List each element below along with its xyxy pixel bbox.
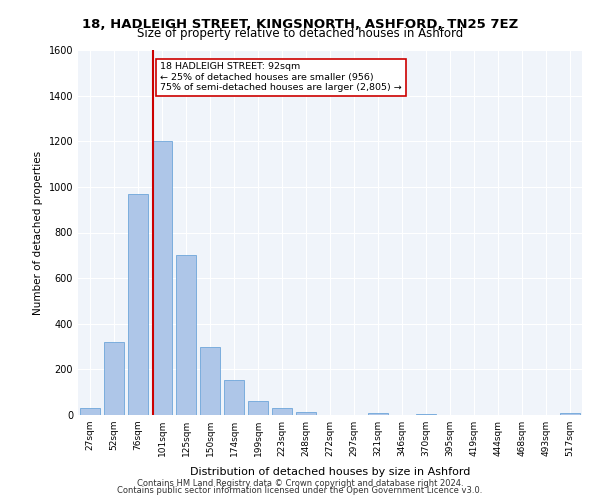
Text: Contains public sector information licensed under the Open Government Licence v3: Contains public sector information licen… [118, 486, 482, 495]
Bar [200, 346, 220, 415]
X-axis label: Distribution of detached houses by size in Ashford: Distribution of detached houses by size … [190, 468, 470, 477]
Bar [416, 414, 436, 415]
Bar [368, 412, 388, 415]
Text: Contains HM Land Registry data © Crown copyright and database right 2024.: Contains HM Land Registry data © Crown c… [137, 478, 463, 488]
Text: Size of property relative to detached houses in Ashford: Size of property relative to detached ho… [137, 28, 463, 40]
Text: 18 HADLEIGH STREET: 92sqm
← 25% of detached houses are smaller (956)
75% of semi: 18 HADLEIGH STREET: 92sqm ← 25% of detac… [160, 62, 402, 92]
Bar [152, 141, 172, 415]
Bar [128, 194, 148, 415]
Bar [296, 412, 316, 415]
Bar [104, 342, 124, 415]
Bar [80, 408, 100, 415]
Bar [176, 256, 196, 415]
Bar [272, 408, 292, 415]
Bar [224, 380, 244, 415]
Bar [248, 402, 268, 415]
Y-axis label: Number of detached properties: Number of detached properties [33, 150, 43, 314]
Text: 18, HADLEIGH STREET, KINGSNORTH, ASHFORD, TN25 7EZ: 18, HADLEIGH STREET, KINGSNORTH, ASHFORD… [82, 18, 518, 30]
Bar [560, 412, 580, 415]
